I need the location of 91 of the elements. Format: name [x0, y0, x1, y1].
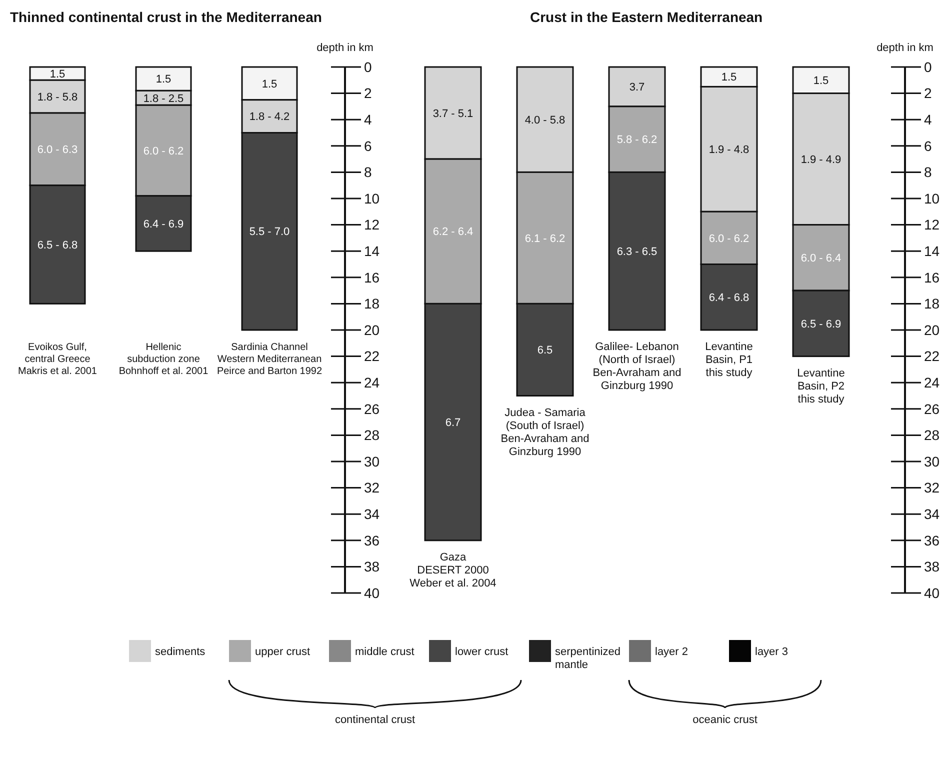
- y-tick-label: 32: [364, 480, 380, 496]
- legend-label: serpentinized mantle: [555, 646, 620, 671]
- legend-label: layer 3: [755, 646, 788, 658]
- y-tick-label: 14: [924, 243, 940, 259]
- annotation: 5.5 - 7.0: [249, 226, 290, 238]
- y-tick-label: 18: [364, 296, 380, 312]
- y-tick-label: 14: [364, 243, 380, 259]
- legend-label: layer 2: [655, 646, 688, 658]
- y-tick-label: 10: [924, 190, 940, 206]
- x-tick-label: Galilee- Lebanon (North of Israel) Ben-Avraham and Ginzburg 1990: [592, 341, 682, 392]
- y-tick-label: 28: [924, 427, 940, 444]
- annotation: 3.7: [629, 82, 645, 94]
- y-tick-label: 24: [364, 374, 380, 390]
- annotation: 1.5: [813, 75, 829, 87]
- x-tick-label: Levantine Basin, P1 this study: [705, 341, 753, 379]
- annotation: 6.1 - 6.2: [524, 232, 566, 245]
- x-tick-label: Evoikos Gulf, central Greece Makris et al. 2001: [18, 342, 98, 377]
- x-tick-label: Judea - Samaria (South of Israel) Ben-Avraham and Ginzburg 1990: [500, 406, 590, 458]
- annotation: 6.3 - 6.5: [616, 246, 658, 258]
- text: oceanic crust: [692, 714, 758, 726]
- x-tick-label: Gaza DESERT 2000 Weber et al. 2004: [410, 551, 496, 590]
- y-tick-label: 16: [364, 269, 380, 286]
- annotation: 6.4 - 6.8: [708, 292, 750, 304]
- y-tick-label: 34: [924, 506, 940, 522]
- annotation: 1.9 - 4.9: [800, 154, 842, 166]
- y-tick-label: 4: [924, 112, 932, 128]
- annotation: 6.5: [537, 344, 553, 357]
- annotation: 1.8 - 4.2: [249, 111, 290, 124]
- annotation: 6.5 - 6.8: [37, 239, 78, 252]
- annotation: 1.5: [50, 68, 66, 80]
- annotation: 6.0 - 6.4: [800, 252, 842, 265]
- y-tick-label: 36: [924, 532, 940, 548]
- annotation: 6.2 - 6.4: [432, 226, 474, 238]
- annotation: 1.5: [156, 74, 172, 86]
- annotation: 1.9 - 4.8: [708, 144, 750, 156]
- y-tick-label: 22: [364, 348, 380, 364]
- x-tick-label: Levantine Basin, P2 this study: [797, 367, 845, 406]
- annotation: 1.5: [721, 72, 737, 84]
- y-tick-label: 40: [924, 584, 940, 601]
- annotation: 1.8 - 5.8: [37, 91, 78, 104]
- annotation: 6.0 - 6.2: [708, 232, 750, 245]
- y-tick-label: 8: [924, 164, 932, 180]
- y-tick-label: 24: [924, 374, 940, 390]
- chart-title: Thinned continental crust in the Mediterranean: [10, 9, 322, 25]
- annotation: 1.5: [262, 78, 278, 90]
- y-tick-label: 4: [364, 112, 372, 128]
- y-tick-label: 12: [924, 216, 940, 233]
- y-tick-label: 2: [924, 85, 932, 102]
- y-tick-label: 38: [364, 558, 380, 575]
- x-tick-label: Sardinia Channel Western Mediterranean Peirce and Barton 1992: [216, 342, 322, 377]
- y-tick-label: 0: [924, 58, 932, 75]
- annotation: 1.8 - 2.5: [143, 92, 184, 105]
- y-tick-label: 36: [364, 532, 380, 548]
- x-tick-label: Hellenic subduction zone Bohnhoff et al. 2001: [118, 342, 209, 377]
- annotation: 6.4 - 6.9: [143, 218, 184, 230]
- y-tick-label: 6: [364, 138, 372, 154]
- legend-label: middle crust: [355, 646, 414, 658]
- annotation: 6.0 - 6.2: [143, 145, 184, 158]
- y-axis-title: depth in km: [316, 42, 374, 54]
- annotation: 4.0 - 5.8: [524, 114, 566, 126]
- y-axis-title: depth in km: [876, 42, 934, 54]
- y-tick-label: 32: [924, 480, 940, 496]
- y-tick-label: 20: [364, 322, 380, 338]
- y-tick-label: 16: [924, 269, 940, 286]
- y-tick-label: 8: [364, 164, 372, 180]
- annotation: 6.5 - 6.9: [800, 318, 842, 330]
- y-tick-label: 0: [364, 58, 372, 75]
- legend-label: upper crust: [255, 646, 310, 658]
- chart-title: Crust in the Eastern Mediterranean: [530, 9, 763, 25]
- y-tick-label: 38: [924, 558, 940, 575]
- y-tick-label: 26: [364, 400, 380, 417]
- y-tick-label: 28: [364, 427, 380, 444]
- annotation: 3.7 - 5.1: [432, 108, 474, 120]
- y-tick-label: 30: [924, 453, 940, 470]
- legend-label: sediments: [155, 646, 206, 658]
- annotation: 6.7: [445, 416, 461, 429]
- annotation: 5.8 - 6.2: [616, 134, 658, 146]
- y-tick-label: 34: [364, 506, 380, 522]
- y-tick-label: 22: [924, 348, 940, 364]
- y-tick-label: 6: [924, 138, 932, 154]
- legend-label: lower crust: [455, 646, 508, 658]
- y-tick-label: 2: [364, 85, 372, 102]
- y-tick-label: 10: [364, 190, 380, 206]
- y-tick-label: 20: [924, 322, 940, 338]
- text: continental crust: [334, 714, 416, 726]
- y-tick-label: 12: [364, 216, 380, 233]
- y-tick-label: 40: [364, 584, 380, 601]
- y-tick-label: 18: [924, 296, 940, 312]
- y-tick-label: 30: [364, 453, 380, 470]
- y-tick-label: 26: [924, 400, 940, 417]
- annotation: 6.0 - 6.3: [37, 144, 78, 156]
